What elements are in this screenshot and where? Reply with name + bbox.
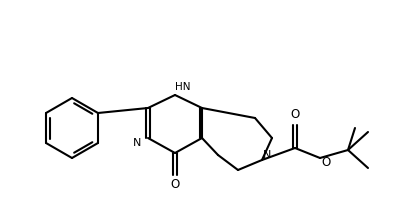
Text: N: N <box>133 138 141 148</box>
Text: N: N <box>263 150 271 160</box>
Text: O: O <box>171 178 180 192</box>
Text: O: O <box>321 156 330 168</box>
Text: O: O <box>290 109 300 121</box>
Text: HN: HN <box>175 82 191 92</box>
